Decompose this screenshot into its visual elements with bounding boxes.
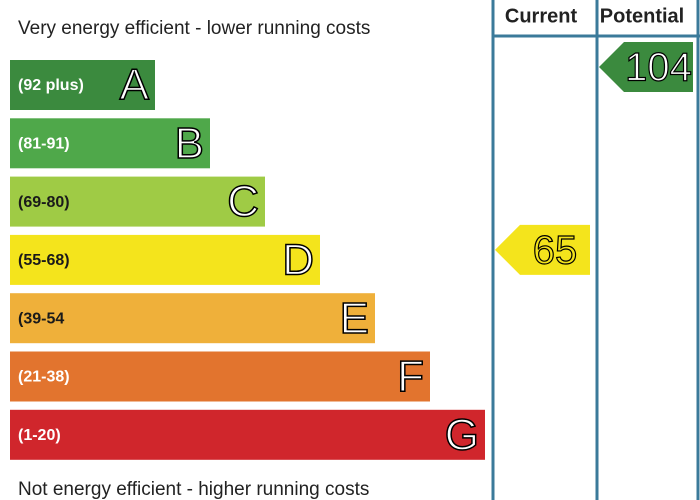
band-letter: C (227, 177, 259, 226)
band-letter: A (120, 61, 150, 110)
band-bar (10, 409, 485, 460)
band-bar (10, 118, 210, 169)
band-letter: E (340, 294, 369, 343)
band-bar (10, 60, 155, 110)
rating-value: 65 (533, 228, 578, 272)
band-bar (10, 351, 430, 402)
band-bar (10, 293, 375, 344)
band-bar (10, 234, 320, 285)
band-range: (55-68) (18, 252, 70, 269)
band-range: (1-20) (18, 427, 61, 444)
band-range: (81-91) (18, 136, 70, 153)
column-head: Current (505, 5, 578, 27)
bottom-note: Not energy efficient - higher running co… (18, 479, 369, 500)
band-range: (21-38) (18, 369, 70, 386)
band-range: (92 plus) (18, 77, 84, 94)
band-letter: G (445, 410, 479, 459)
rating-value: 104 (625, 46, 692, 90)
band-bar (10, 176, 265, 227)
rating-arrow (495, 224, 590, 275)
column-head: Potential (600, 5, 684, 27)
rating-arrow (599, 42, 693, 92)
top-note: Very energy efficient - lower running co… (18, 18, 370, 39)
band-range: (39-54 (18, 310, 64, 327)
band-letter: F (397, 352, 424, 401)
band-letter: D (282, 236, 314, 285)
band-letter: B (175, 119, 204, 168)
band-range: (69-80) (18, 194, 70, 211)
